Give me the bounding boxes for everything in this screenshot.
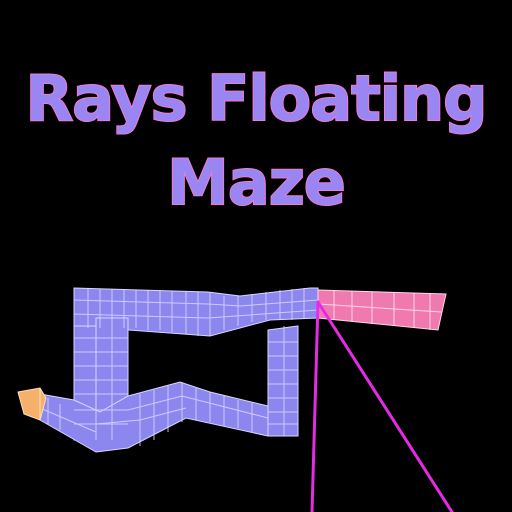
maze-segment-right-column [267, 325, 299, 437]
rays [310, 300, 454, 512]
goal-path [317, 289, 447, 331]
maze-grid-lines [39, 288, 319, 446]
ray-right [316, 300, 454, 512]
game-title-line-2: Maze [166, 146, 347, 219]
game-title-line-1: Rays Floating [24, 62, 488, 135]
ray-left [310, 300, 320, 512]
start-block [17, 387, 47, 421]
